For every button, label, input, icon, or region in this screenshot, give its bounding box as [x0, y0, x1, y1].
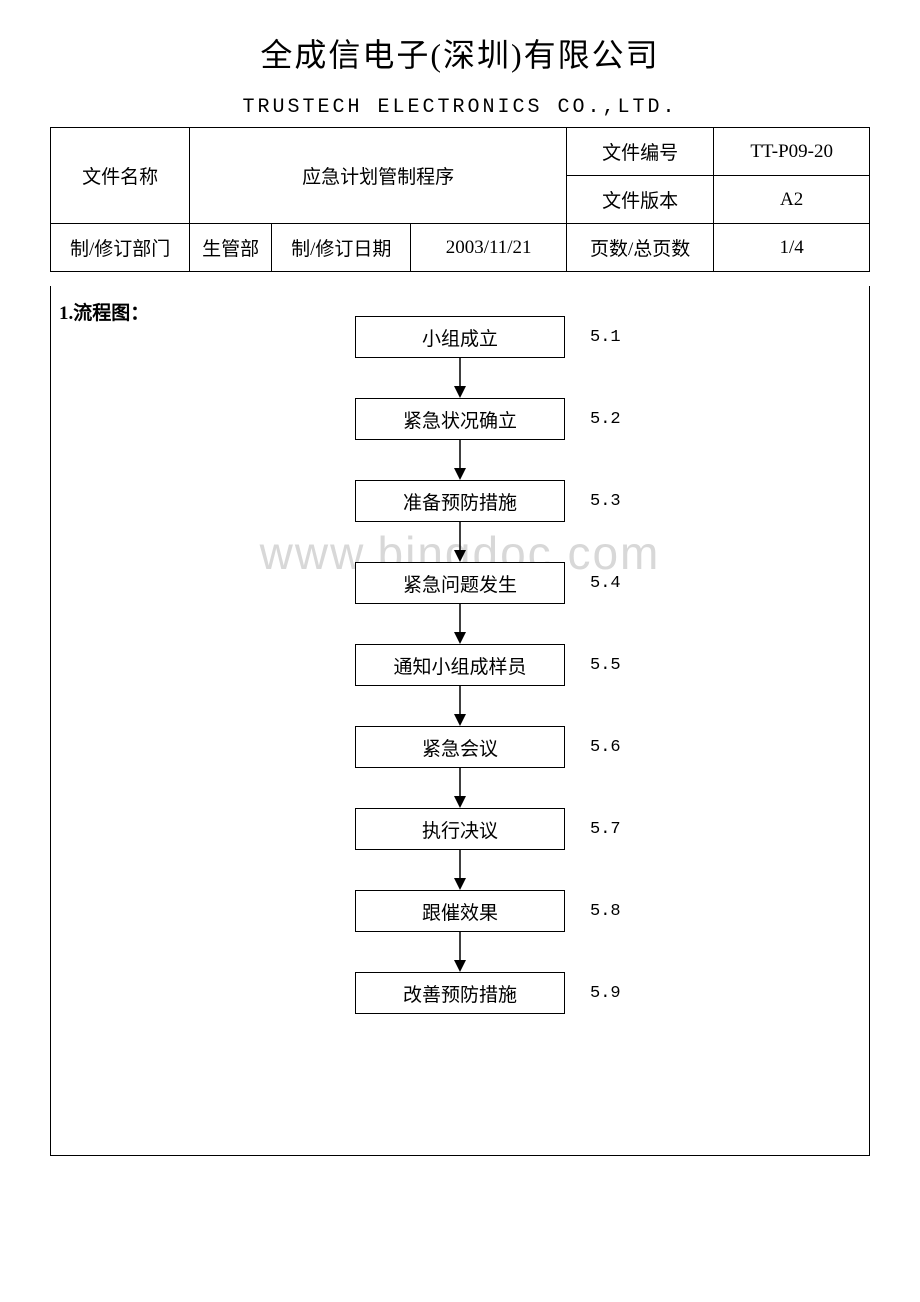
flow-box: 小组成立 — [355, 316, 565, 358]
value-doc-number: TT-P09-20 — [714, 128, 870, 176]
flowchart-container: 1.流程图： www.bingdoc.com 小组成立5.1紧急状况确立5.2准… — [50, 286, 870, 1156]
arrow-down-icon — [450, 686, 470, 726]
value-page-count: 1/4 — [714, 224, 870, 272]
flow-step: 紧急状况确立 5.2 — [51, 398, 869, 440]
flow-step: 执行决议 5.7 — [51, 808, 869, 850]
flow-step-ref: 5.5 — [590, 656, 621, 675]
label-doc-name: 文件名称 — [51, 128, 190, 224]
arrow-down-icon — [450, 440, 470, 480]
flow-step-ref: 5.3 — [590, 492, 621, 511]
label-page-count: 页数/总页数 — [566, 224, 713, 272]
flow-step: 小组成立 5.1 — [51, 316, 869, 358]
flow-arrow — [51, 850, 869, 890]
flow-step-ref: 5.8 — [590, 902, 621, 921]
flow-box: 紧急问题发生 — [355, 562, 565, 604]
label-rev-dept: 制/修订部门 — [51, 224, 190, 272]
value-doc-version: A2 — [714, 176, 870, 224]
flow-step-ref: 5.2 — [590, 410, 621, 429]
arrow-down-icon — [450, 358, 470, 398]
flow-step-ref: 5.1 — [590, 328, 621, 347]
flow-arrow — [51, 604, 869, 644]
flow-step-ref: 5.6 — [590, 738, 621, 757]
flow-box: 执行决议 — [355, 808, 565, 850]
arrow-down-icon — [450, 850, 470, 890]
flow-arrow — [51, 686, 869, 726]
value-rev-dept: 生管部 — [190, 224, 272, 272]
label-doc-number: 文件编号 — [566, 128, 713, 176]
company-name-cn: 全成信电子(深圳)有限公司 — [50, 30, 870, 76]
flow-step-ref: 5.4 — [590, 574, 621, 593]
flow-arrow — [51, 522, 869, 562]
arrow-down-icon — [450, 522, 470, 562]
flow-box: 跟催效果 — [355, 890, 565, 932]
document-header-table: 文件名称 应急计划管制程序 文件编号 TT-P09-20 文件版本 A2 制/修… — [50, 127, 870, 272]
flow-box: 准备预防措施 — [355, 480, 565, 522]
arrow-down-icon — [450, 932, 470, 972]
flow-step: 紧急会议 5.6 — [51, 726, 869, 768]
arrow-down-icon — [450, 604, 470, 644]
flow-box: 紧急会议 — [355, 726, 565, 768]
flow-step: 跟催效果 5.8 — [51, 890, 869, 932]
flow-step: 改善预防措施 5.9 — [51, 972, 869, 1014]
flow-step: 紧急问题发生 5.4 — [51, 562, 869, 604]
flow-box: 通知小组成样员 — [355, 644, 565, 686]
company-name-en: TRUSTECH ELECTRONICS CO.,LTD. — [50, 96, 870, 119]
flow-arrow — [51, 440, 869, 480]
value-doc-name: 应急计划管制程序 — [190, 128, 567, 224]
flow-arrow — [51, 932, 869, 972]
arrow-down-icon — [450, 768, 470, 808]
label-doc-version: 文件版本 — [566, 176, 713, 224]
flow-arrow — [51, 768, 869, 808]
flow-box: 改善预防措施 — [355, 972, 565, 1014]
flow-box: 紧急状况确立 — [355, 398, 565, 440]
flow-step-ref: 5.9 — [590, 984, 621, 1003]
value-rev-date: 2003/11/21 — [411, 224, 567, 272]
flow-step: 通知小组成样员 5.5 — [51, 644, 869, 686]
flow-arrow — [51, 358, 869, 398]
flow-step-ref: 5.7 — [590, 820, 621, 839]
flow-step: 准备预防措施 5.3 — [51, 480, 869, 522]
flowchart: 小组成立 5.1 紧急状况确立 5.2 准备预防措施 5.3 紧急问题发生 5.4 通知小组成样… — [51, 316, 869, 1014]
label-rev-date: 制/修订日期 — [272, 224, 411, 272]
